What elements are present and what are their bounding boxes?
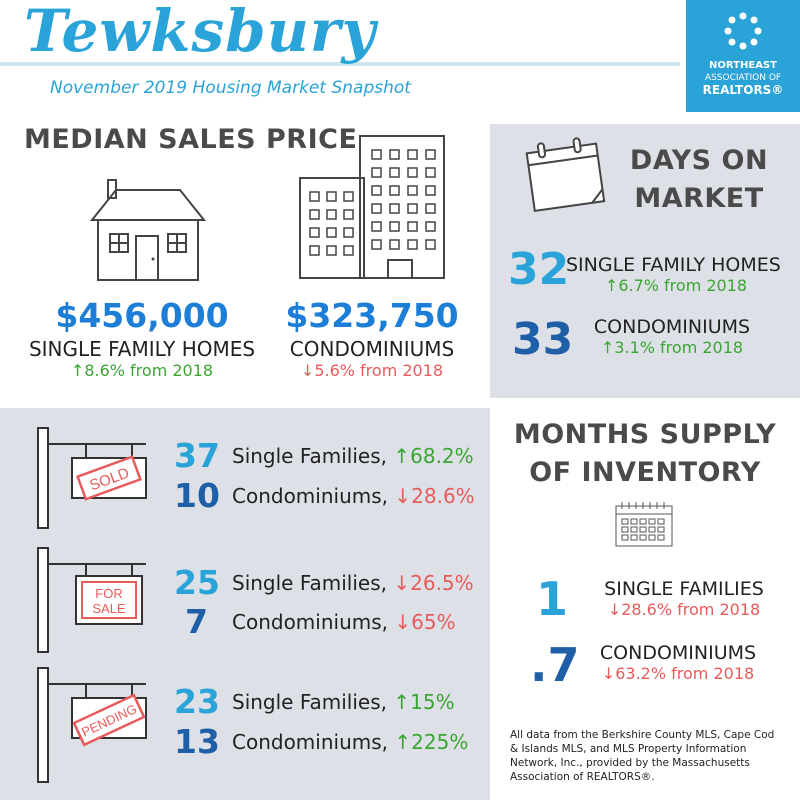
calendar-grid-icon bbox=[615, 502, 673, 547]
arrow-up-icon: ↑ bbox=[70, 361, 85, 380]
logo-ring-icon bbox=[724, 12, 762, 50]
arrow-up-icon: ↑ bbox=[604, 276, 619, 295]
dom-condo-change: ↑3.1% from 2018 bbox=[600, 338, 744, 357]
for-sale-sf-value: 25 bbox=[174, 563, 220, 602]
median-price-heading: MEDIAN SALES PRICE bbox=[24, 124, 358, 155]
sold-sign-icon: SOLD bbox=[37, 427, 147, 529]
logo-line-1: NORTHEAST bbox=[709, 60, 777, 71]
association-logo: NORTHEAST ASSOCIATION OF REALTORS® bbox=[686, 0, 800, 112]
arrow-down-icon: ↓ bbox=[393, 571, 411, 595]
sf-median-price-value: $456,000 bbox=[55, 296, 229, 335]
condo-median-price-block: $323,750 CONDOMINIUMS ↓5.6% from 2018 bbox=[272, 296, 472, 380]
days-on-market-heading: DAYS ON MARKET bbox=[629, 145, 769, 214]
arrow-up-icon: ↑ bbox=[600, 338, 615, 357]
for-sale-sign-line-1: FOR bbox=[95, 586, 122, 601]
arrow-up-icon: ↑ bbox=[393, 690, 411, 714]
condo-median-price-value: $323,750 bbox=[285, 296, 459, 335]
pending-condo-value: 13 bbox=[174, 722, 220, 761]
arrow-down-icon: ↓ bbox=[300, 361, 315, 380]
page-title: Tewksbury bbox=[24, 0, 377, 65]
pending-condo-label: Condominiums, ↑225% bbox=[232, 730, 469, 754]
arrow-down-icon: ↓ bbox=[394, 484, 412, 508]
house-icon bbox=[89, 179, 207, 281]
arrow-down-icon: ↓ bbox=[394, 610, 412, 634]
condo-median-price-change: ↓5.6% from 2018 bbox=[300, 361, 444, 380]
logo-line-3: REALTORS® bbox=[702, 83, 784, 97]
dom-condo-text: CONDOMINIUMS ↑3.1% from 2018 bbox=[584, 316, 760, 357]
dom-condo-value: 33 bbox=[512, 314, 574, 365]
pending-sf-label: Single Families, ↑15% bbox=[232, 690, 455, 714]
supply-sf-value: 1 bbox=[536, 572, 569, 626]
header-rule bbox=[0, 62, 680, 66]
dom-sf-change: ↑6.7% from 2018 bbox=[604, 276, 748, 295]
supply-sf-change: ↓28.6% from 2018 bbox=[607, 600, 761, 619]
condo-median-price-label: CONDOMINIUMS bbox=[289, 337, 455, 361]
sold-sf-value: 37 bbox=[174, 436, 220, 475]
condo-building-icon bbox=[299, 135, 445, 279]
supply-condo-text: CONDOMINIUMS ↓63.2% from 2018 bbox=[588, 642, 768, 683]
arrow-up-icon: ↑ bbox=[393, 444, 411, 468]
supply-sf-text: SINGLE FAMILIES ↓28.6% from 2018 bbox=[592, 578, 776, 619]
sf-median-price-block: $456,000 SINGLE FAMILY HOMES ↑8.6% from … bbox=[14, 296, 270, 380]
sold-condo-label: Condominiums, ↓28.6% bbox=[232, 484, 475, 508]
sold-condo-value: 10 bbox=[174, 476, 220, 515]
for-sale-sign-line-2: SALE bbox=[92, 601, 126, 616]
logo-line-2: ASSOCIATION OF bbox=[704, 73, 782, 83]
for-sale-condo-value: 7 bbox=[185, 602, 208, 641]
pending-sign-icon: PENDING bbox=[37, 667, 147, 783]
pending-sf-value: 23 bbox=[174, 682, 220, 721]
arrow-down-icon: ↓ bbox=[607, 600, 622, 619]
page-subtitle: November 2019 Housing Market Snapshot bbox=[50, 78, 411, 98]
dom-sf-value: 32 bbox=[508, 244, 570, 295]
supply-condo-value: .7 bbox=[530, 638, 580, 692]
supply-condo-change: ↓63.2% from 2018 bbox=[601, 664, 755, 683]
dom-sf-text: SINGLE FAMILY HOMES ↑6.7% from 2018 bbox=[566, 254, 786, 295]
sf-median-price-change: ↑8.6% from 2018 bbox=[70, 361, 214, 380]
sf-median-price-label: SINGLE FAMILY HOMES bbox=[28, 337, 256, 361]
calendar-icon bbox=[525, 137, 606, 212]
for-sale-sf-label: Single Families, ↓26.5% bbox=[232, 571, 474, 595]
arrow-up-icon: ↑ bbox=[394, 730, 412, 754]
for-sale-sign-icon: FOR SALE bbox=[37, 547, 146, 653]
sold-sf-label: Single Families, ↑68.2% bbox=[232, 444, 474, 468]
for-sale-condo-label: Condominiums, ↓65% bbox=[232, 610, 456, 634]
data-source-footnote: All data from the Berkshire County MLS, … bbox=[510, 729, 775, 783]
arrow-down-icon: ↓ bbox=[601, 664, 616, 683]
months-supply-heading: MONTHS SUPPLY OF INVENTORY bbox=[513, 419, 777, 488]
